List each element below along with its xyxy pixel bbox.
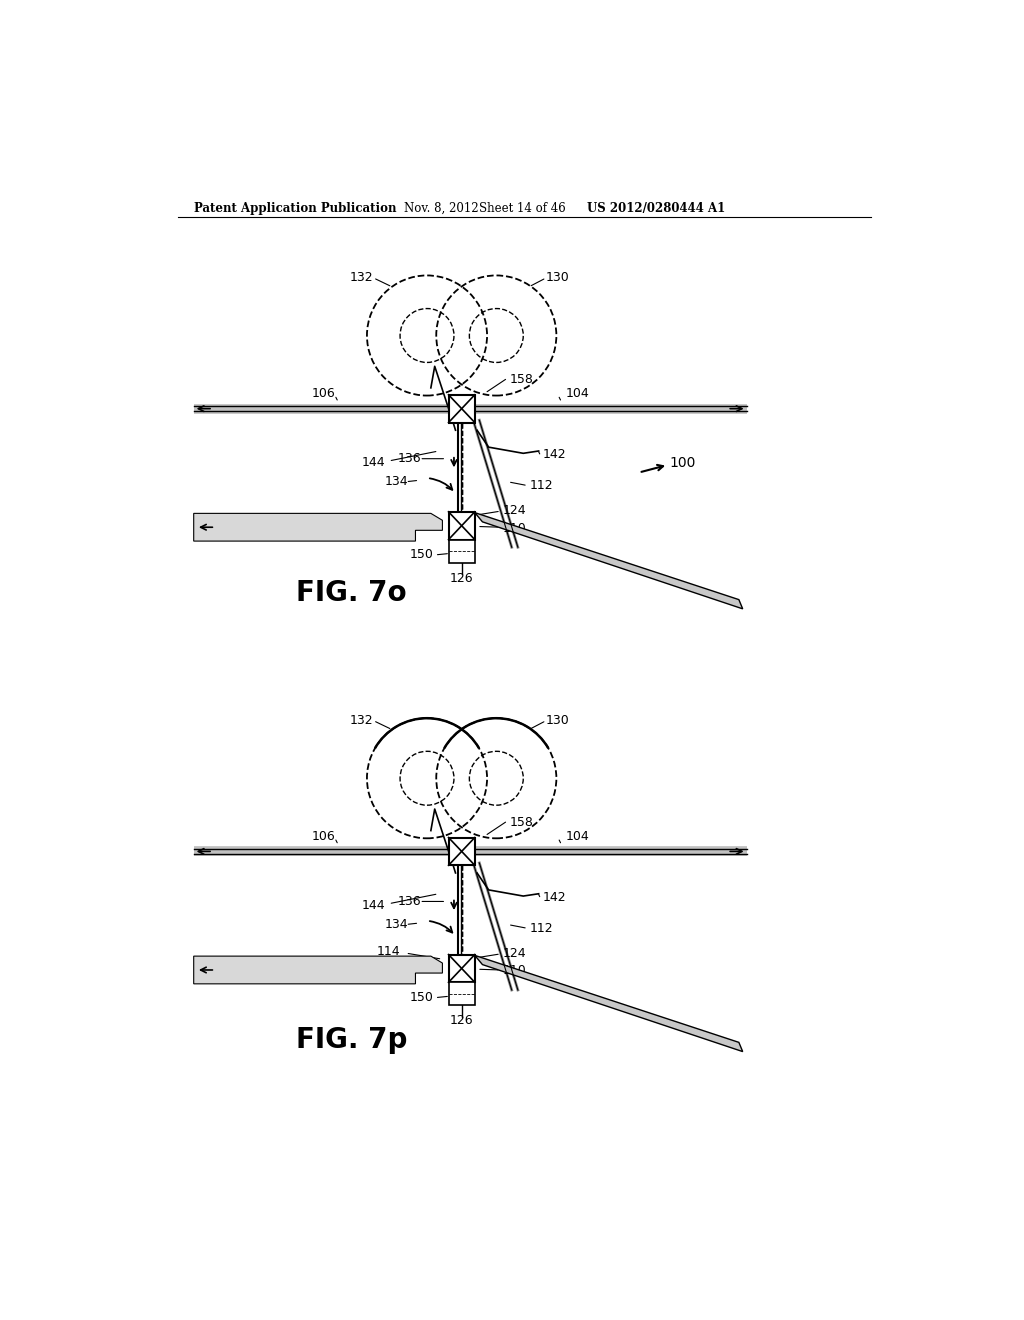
Polygon shape bbox=[475, 512, 742, 609]
Polygon shape bbox=[475, 956, 742, 1052]
Text: 150: 150 bbox=[410, 991, 433, 1005]
Text: US 2012/0280444 A1: US 2012/0280444 A1 bbox=[587, 202, 725, 215]
Text: 106: 106 bbox=[311, 829, 335, 842]
Text: 144: 144 bbox=[361, 455, 385, 469]
Text: 112: 112 bbox=[529, 921, 553, 935]
Bar bbox=[449, 838, 475, 866]
Text: 126: 126 bbox=[450, 1014, 473, 1027]
Text: 150: 150 bbox=[410, 548, 433, 561]
Bar bbox=[449, 395, 475, 422]
Text: 132: 132 bbox=[350, 714, 374, 727]
Text: 104: 104 bbox=[565, 829, 589, 842]
Polygon shape bbox=[194, 956, 442, 983]
Text: Sheet 14 of 46: Sheet 14 of 46 bbox=[478, 202, 565, 215]
Text: 142: 142 bbox=[543, 449, 566, 462]
Text: 104: 104 bbox=[565, 387, 589, 400]
Bar bbox=[449, 540, 475, 562]
Text: 100: 100 bbox=[670, 455, 696, 470]
Text: FIG. 7o: FIG. 7o bbox=[296, 579, 407, 607]
Bar bbox=[449, 954, 475, 982]
Text: 136: 136 bbox=[397, 895, 421, 908]
Text: 110: 110 bbox=[503, 964, 526, 977]
Text: Patent Application Publication: Patent Application Publication bbox=[194, 202, 396, 215]
Text: 136: 136 bbox=[397, 453, 421, 465]
Text: 144: 144 bbox=[361, 899, 385, 912]
Text: 126: 126 bbox=[450, 572, 473, 585]
Text: FIG. 7p: FIG. 7p bbox=[296, 1026, 408, 1055]
Text: 114: 114 bbox=[377, 945, 400, 958]
Text: 142: 142 bbox=[543, 891, 566, 904]
Text: 130: 130 bbox=[546, 714, 569, 727]
Text: 124: 124 bbox=[503, 504, 526, 517]
Text: Nov. 8, 2012: Nov. 8, 2012 bbox=[403, 202, 478, 215]
Text: 112: 112 bbox=[529, 479, 553, 492]
Text: 158: 158 bbox=[509, 816, 534, 829]
Polygon shape bbox=[194, 513, 442, 541]
Bar bbox=[449, 982, 475, 1006]
Text: 106: 106 bbox=[311, 387, 335, 400]
Bar bbox=[449, 512, 475, 540]
Text: 130: 130 bbox=[546, 271, 569, 284]
Text: 134: 134 bbox=[384, 917, 408, 931]
Text: 132: 132 bbox=[350, 271, 374, 284]
Text: 110: 110 bbox=[503, 521, 526, 535]
Text: 124: 124 bbox=[503, 946, 526, 960]
Text: 158: 158 bbox=[509, 372, 534, 385]
Text: 134: 134 bbox=[384, 475, 408, 488]
